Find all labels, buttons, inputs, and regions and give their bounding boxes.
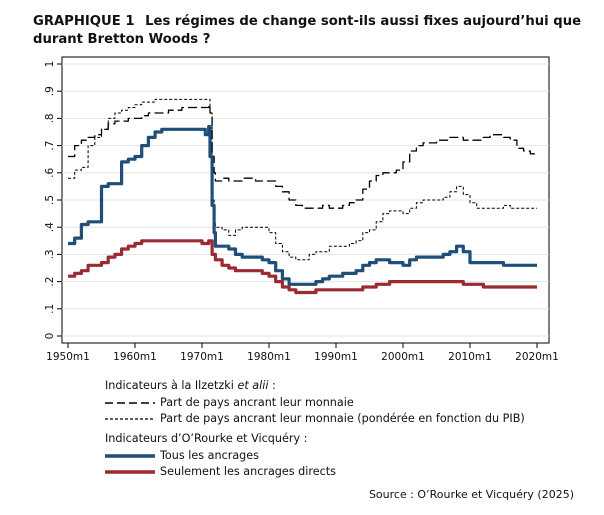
y-tick-label: .8 <box>44 113 56 123</box>
y-tick-label: .2 <box>44 277 56 287</box>
legend-item-part-pays: Part de pays ancrant leur monnaie <box>105 395 525 411</box>
legend-group-ilzetzki-title-prefix: Indicateurs à la Ilzetzki <box>105 379 238 392</box>
x-tick-label: 1950m1 <box>46 351 90 363</box>
y-axis: 0 .1 .2 .3 .4 .5 .6 .7 .8 .9 1 <box>44 61 62 340</box>
x-tick-label: 1990m1 <box>314 351 358 363</box>
y-tick-label: .1 <box>44 304 56 314</box>
x-tick-label: 1970m1 <box>180 351 224 363</box>
y-tick-label: 1 <box>44 61 56 68</box>
y-tick-label: .4 <box>44 222 56 232</box>
series-line-2 <box>68 98 537 261</box>
series-line-3 <box>68 125 537 286</box>
legend-swatch-red <box>105 465 155 479</box>
legend-item-label: Tous les ancrages <box>160 449 259 462</box>
legend-swatch-blue <box>105 449 155 463</box>
legend-item-label: Part de pays ancrant leur monnaie (pondé… <box>160 412 525 425</box>
legend-group-ilzetzki-title-italic: et alii <box>237 379 269 392</box>
legend-group-ilzetzki-title: Indicateurs à la Ilzetzki et alii : <box>105 378 525 395</box>
legend-swatch-longdash <box>105 396 155 410</box>
y-tick-label: .7 <box>44 141 56 151</box>
y-tick-label: .6 <box>44 167 56 177</box>
y-tick-label: .3 <box>44 249 56 259</box>
x-tick-label: 2000m1 <box>381 351 425 363</box>
x-tick-label: 1980m1 <box>247 351 291 363</box>
y-tick-label: .5 <box>44 195 56 205</box>
x-axis: 1950m1 1960m1 1970m1 1980m1 1990m1 2000m1 2010… <box>46 343 559 363</box>
x-tick-label: 2010m1 <box>448 351 492 363</box>
legend-item-label: Seulement les ancrages directs <box>160 465 336 478</box>
x-tick-label: 1960m1 <box>113 351 157 363</box>
x-tick-label: 2020m1 <box>515 351 559 363</box>
legend-item-part-pays-pib: Part de pays ancrant leur monnaie (pondé… <box>105 411 525 427</box>
line-chart: 0.1.2.3.4.5.6.7.8.91 1950m1 1960m1 1970m1 1… <box>44 56 559 363</box>
y-tick-label: 0 <box>44 333 56 340</box>
source-note: Source : O’Rourke et Vicquéry (2025) <box>368 488 574 501</box>
y-tick-label: .9 <box>44 86 56 96</box>
legend-item-ancrages-directs: Seulement les ancrages directs <box>105 464 525 480</box>
series-group <box>68 98 537 295</box>
chart-title: GRAPHIQUE 1 Les régimes de change sont-i… <box>33 13 593 49</box>
series-line-1 <box>68 104 537 209</box>
legend-group-orourke-title: Indicateurs d’O’Rourke et Vicquéry : <box>105 432 308 445</box>
legend-item-tous-ancrages: Tous les ancrages <box>105 448 525 464</box>
legend-swatch-shortdash <box>105 412 155 426</box>
legend-group-ilzetzki-title-suffix: : <box>268 379 276 392</box>
series-line-4 <box>68 239 537 295</box>
legend: Indicateurs à la Ilzetzki et alii : Part… <box>105 378 525 480</box>
chart-title-text: Les régimes de change sont-ils aussi fix… <box>33 14 582 47</box>
chart-title-number: GRAPHIQUE 1 <box>33 14 135 29</box>
legend-item-label: Part de pays ancrant leur monnaie <box>160 396 354 409</box>
